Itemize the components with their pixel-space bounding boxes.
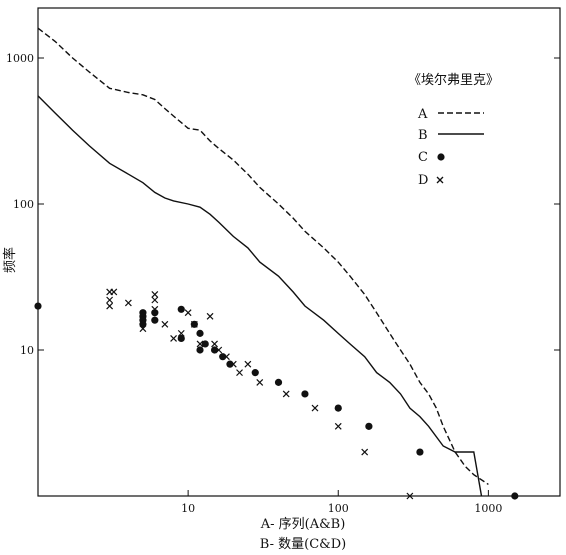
series-layer: [34, 27, 519, 500]
y-tick-label-2: 1000: [6, 52, 34, 65]
series-c-point-16: [251, 369, 259, 377]
series-d-point-9: [161, 320, 169, 328]
y-axis-ticks: 10 100 1000: [6, 52, 560, 357]
series-c-point-19: [334, 404, 342, 412]
series-d-point-25: [334, 422, 342, 430]
series-d-point-2: [106, 302, 114, 310]
legend-label-a: A: [417, 107, 428, 122]
series-d-point-22: [256, 378, 264, 386]
series-d-point-19: [229, 360, 237, 368]
series-c-point-18: [301, 390, 309, 398]
legend-label-b: B: [418, 128, 428, 143]
series-c-point-11: [196, 346, 204, 354]
series-c-point-20: [365, 422, 373, 430]
series-c-point-10: [196, 329, 204, 337]
series-d-point-23: [282, 390, 290, 398]
legend-label-c: C: [418, 150, 428, 165]
series-c-point-21: [416, 448, 424, 456]
legend-label-d: D: [418, 173, 428, 188]
series-c-point-6: [151, 316, 159, 324]
x-axis-title-line2: B- 数量(C&D): [260, 537, 346, 552]
series-d-point-5: [139, 325, 147, 333]
series-d-point-20: [236, 369, 243, 377]
y-tick-label-1: 100: [13, 198, 34, 211]
legend: 《埃尔弗里克》 A B C D: [408, 73, 499, 188]
series-c-point-8: [177, 334, 185, 343]
series-d-point-3: [110, 288, 118, 296]
series-d-point-4: [124, 299, 132, 307]
x-axis-title-line1: A- 序列(A&B): [260, 517, 346, 532]
series-d-point-18: [223, 353, 230, 361]
series-d-point-12: [184, 309, 192, 317]
series-d-point-21: [244, 360, 252, 368]
series-d-point-1: [106, 296, 114, 304]
series-c-point-22: [511, 492, 519, 500]
series-d-point-16: [211, 340, 218, 348]
legend-swatch-d: [436, 176, 444, 184]
x-tick-label-2: 1000: [474, 502, 502, 515]
legend-swatch-c: [437, 153, 445, 161]
x-tick-label-0: 10: [181, 502, 195, 515]
y-tick-label-0: 10: [20, 344, 34, 357]
series-d-point-26: [361, 448, 369, 456]
series-c-point-12: [201, 340, 209, 348]
series-c-point-7: [177, 305, 185, 313]
series-d-point-10: [170, 335, 177, 342]
series-d-point-7: [151, 296, 159, 304]
series-b-line: [37, 95, 483, 497]
series-d-point-17: [215, 346, 223, 354]
series-d-point-15: [206, 312, 214, 320]
x-axis-ticks: 10 100 1000: [181, 490, 502, 515]
series-d-point-27: [406, 492, 414, 500]
plot-frame: [37, 7, 561, 497]
y-axis-title: 频率: [2, 247, 18, 273]
series-d-point-6: [151, 291, 159, 298]
series-d-point-14: [196, 340, 204, 348]
series-d-point-24: [311, 404, 319, 412]
series-d-point-13: [190, 320, 198, 328]
series-d-point-11: [177, 329, 185, 337]
series-a-line: [37, 27, 489, 485]
series-c-point-5: [151, 309, 159, 317]
x-tick-label-1: 100: [328, 502, 349, 515]
series-c-point-0: [34, 302, 42, 310]
legend-title: 《埃尔弗里克》: [408, 73, 499, 88]
series-c-point-14: [219, 353, 227, 361]
series-c-point-17: [274, 378, 283, 386]
series-d-point-8: [151, 305, 159, 313]
